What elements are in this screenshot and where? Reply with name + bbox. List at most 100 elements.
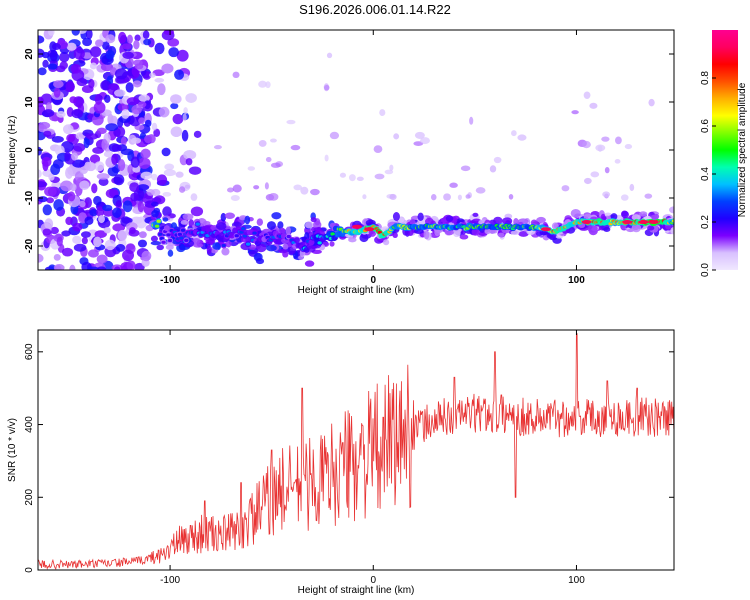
heat-noise-blob [49,50,58,62]
heat-noise-blob [163,169,176,177]
heat-noise-blob [93,101,106,114]
heat-noise-blob [153,128,161,137]
colorbar-gradient [712,30,738,270]
heat-band-blob [167,249,174,257]
heat-band-blob [156,244,164,251]
heat-noise-blob [94,39,104,47]
heat-signal-core [161,240,166,244]
heat-sparse-blob [389,193,397,201]
heat-noise-blob [176,49,189,62]
heat-noise-blob [69,264,76,270]
colorbar-tick-label: 0.0 [700,263,711,277]
heat-band-blob [417,212,424,222]
heat-band-blob [255,257,265,265]
snr-y-tick-label: 200 [24,488,35,505]
heat-signal-core [245,242,251,246]
heat-noise-blob [53,253,61,261]
heat-noise-blob [104,239,116,251]
heat-noise-blob [185,93,197,103]
heat-sparse-blob [356,176,364,182]
heat-noise-blob [132,80,142,88]
snr-frame [37,329,675,571]
heat-band-blob [459,234,469,240]
colorbar-tick-label: 0.2 [700,215,711,229]
heat-noise-blob [64,151,71,162]
heat-sparse-blob [443,193,451,201]
heat-band-blob [382,239,390,246]
heat-noise-blob [112,223,126,232]
heat-noise-blob [181,129,189,142]
heat-sparse-blob [326,52,333,59]
figure-title: S196.2026.006.01.14.R22 [299,2,451,17]
heat-noise-blob [105,34,116,44]
heat-sparse-blob [213,144,222,150]
heat-sparse-blob [178,186,186,193]
heat-noise-blob [87,249,99,258]
heat-noise-blob [42,109,55,117]
heat-noise-blob [65,81,75,93]
heat-band-blob [182,213,194,221]
heat-sparse-blob [265,157,272,163]
heat-noise-blob [61,230,71,237]
snr-x-tick-label: 0 [370,575,376,586]
heat-sparse-blob [590,171,600,178]
heat-noise-blob [61,247,74,257]
heat-noise-blob [111,144,122,152]
heat-sparse-blob [373,145,383,153]
heat-sparse-blob [517,134,527,141]
heat-signal-core [317,241,322,245]
heat-noise-blob [73,47,85,60]
heat-sparse-blob [465,194,471,199]
heat-band-blob [329,241,335,247]
heat-band-blob [271,212,282,220]
heat-noise-blob [96,206,104,218]
heat-band-blob [150,201,159,207]
heat-noise-blob [42,228,52,236]
heat-sparse-blob [230,194,240,201]
heat-sparse-blob [489,165,497,173]
heat-noise-blob [96,127,107,134]
heat-signal-core [166,233,171,237]
heat-noise-blob [163,30,175,36]
heat-sparse-blob [232,184,242,193]
heat-band-blob [221,247,230,256]
heat-noise-blob [114,68,128,80]
heat-noise-blob [79,180,90,190]
heat-noise-blob [104,94,111,104]
heat-band-blob [518,230,529,237]
spectrogram-y-tick-label: 0 [24,147,35,153]
spectrogram-x-ticks: -100 0 100 [160,30,585,286]
heat-noise-blob [125,82,134,93]
heat-noise-blob [126,260,136,270]
heat-noise-blob [44,186,57,197]
heat-sparse-blob [389,164,394,171]
heat-sparse-blob [154,77,165,83]
heat-band-blob [472,212,479,218]
heat-noise-blob [72,235,82,244]
heat-band-blob [310,217,317,223]
heat-sparse-blob [175,171,184,178]
heat-noise-blob [120,136,127,146]
heat-noise-blob [143,38,152,46]
heat-noise-blob [38,35,45,44]
heat-noise-blob [144,134,153,144]
heat-band-blob [192,238,201,245]
spectrogram-x-tick-label: 0 [370,275,376,286]
heat-signal-core [184,238,189,242]
heat-noise-blob [56,110,66,118]
heat-signal-halo [279,227,286,234]
heat-band-blob [423,230,430,240]
heat-noise-blob [96,254,108,264]
heat-band-blob [638,211,648,217]
heat-sparse-blob [457,194,462,201]
heat-sparse-blob [624,144,633,150]
heat-noise-blob [115,199,122,208]
heat-sparse-blob [258,139,267,147]
heat-sparse-blob [264,182,269,190]
heat-band-blob [278,248,288,254]
heat-noise-blob [38,121,51,130]
heat-signal-core [671,219,674,223]
heat-sparse-blob [362,194,367,200]
heat-signal-core [377,230,382,234]
heat-noise-blob [168,47,180,58]
